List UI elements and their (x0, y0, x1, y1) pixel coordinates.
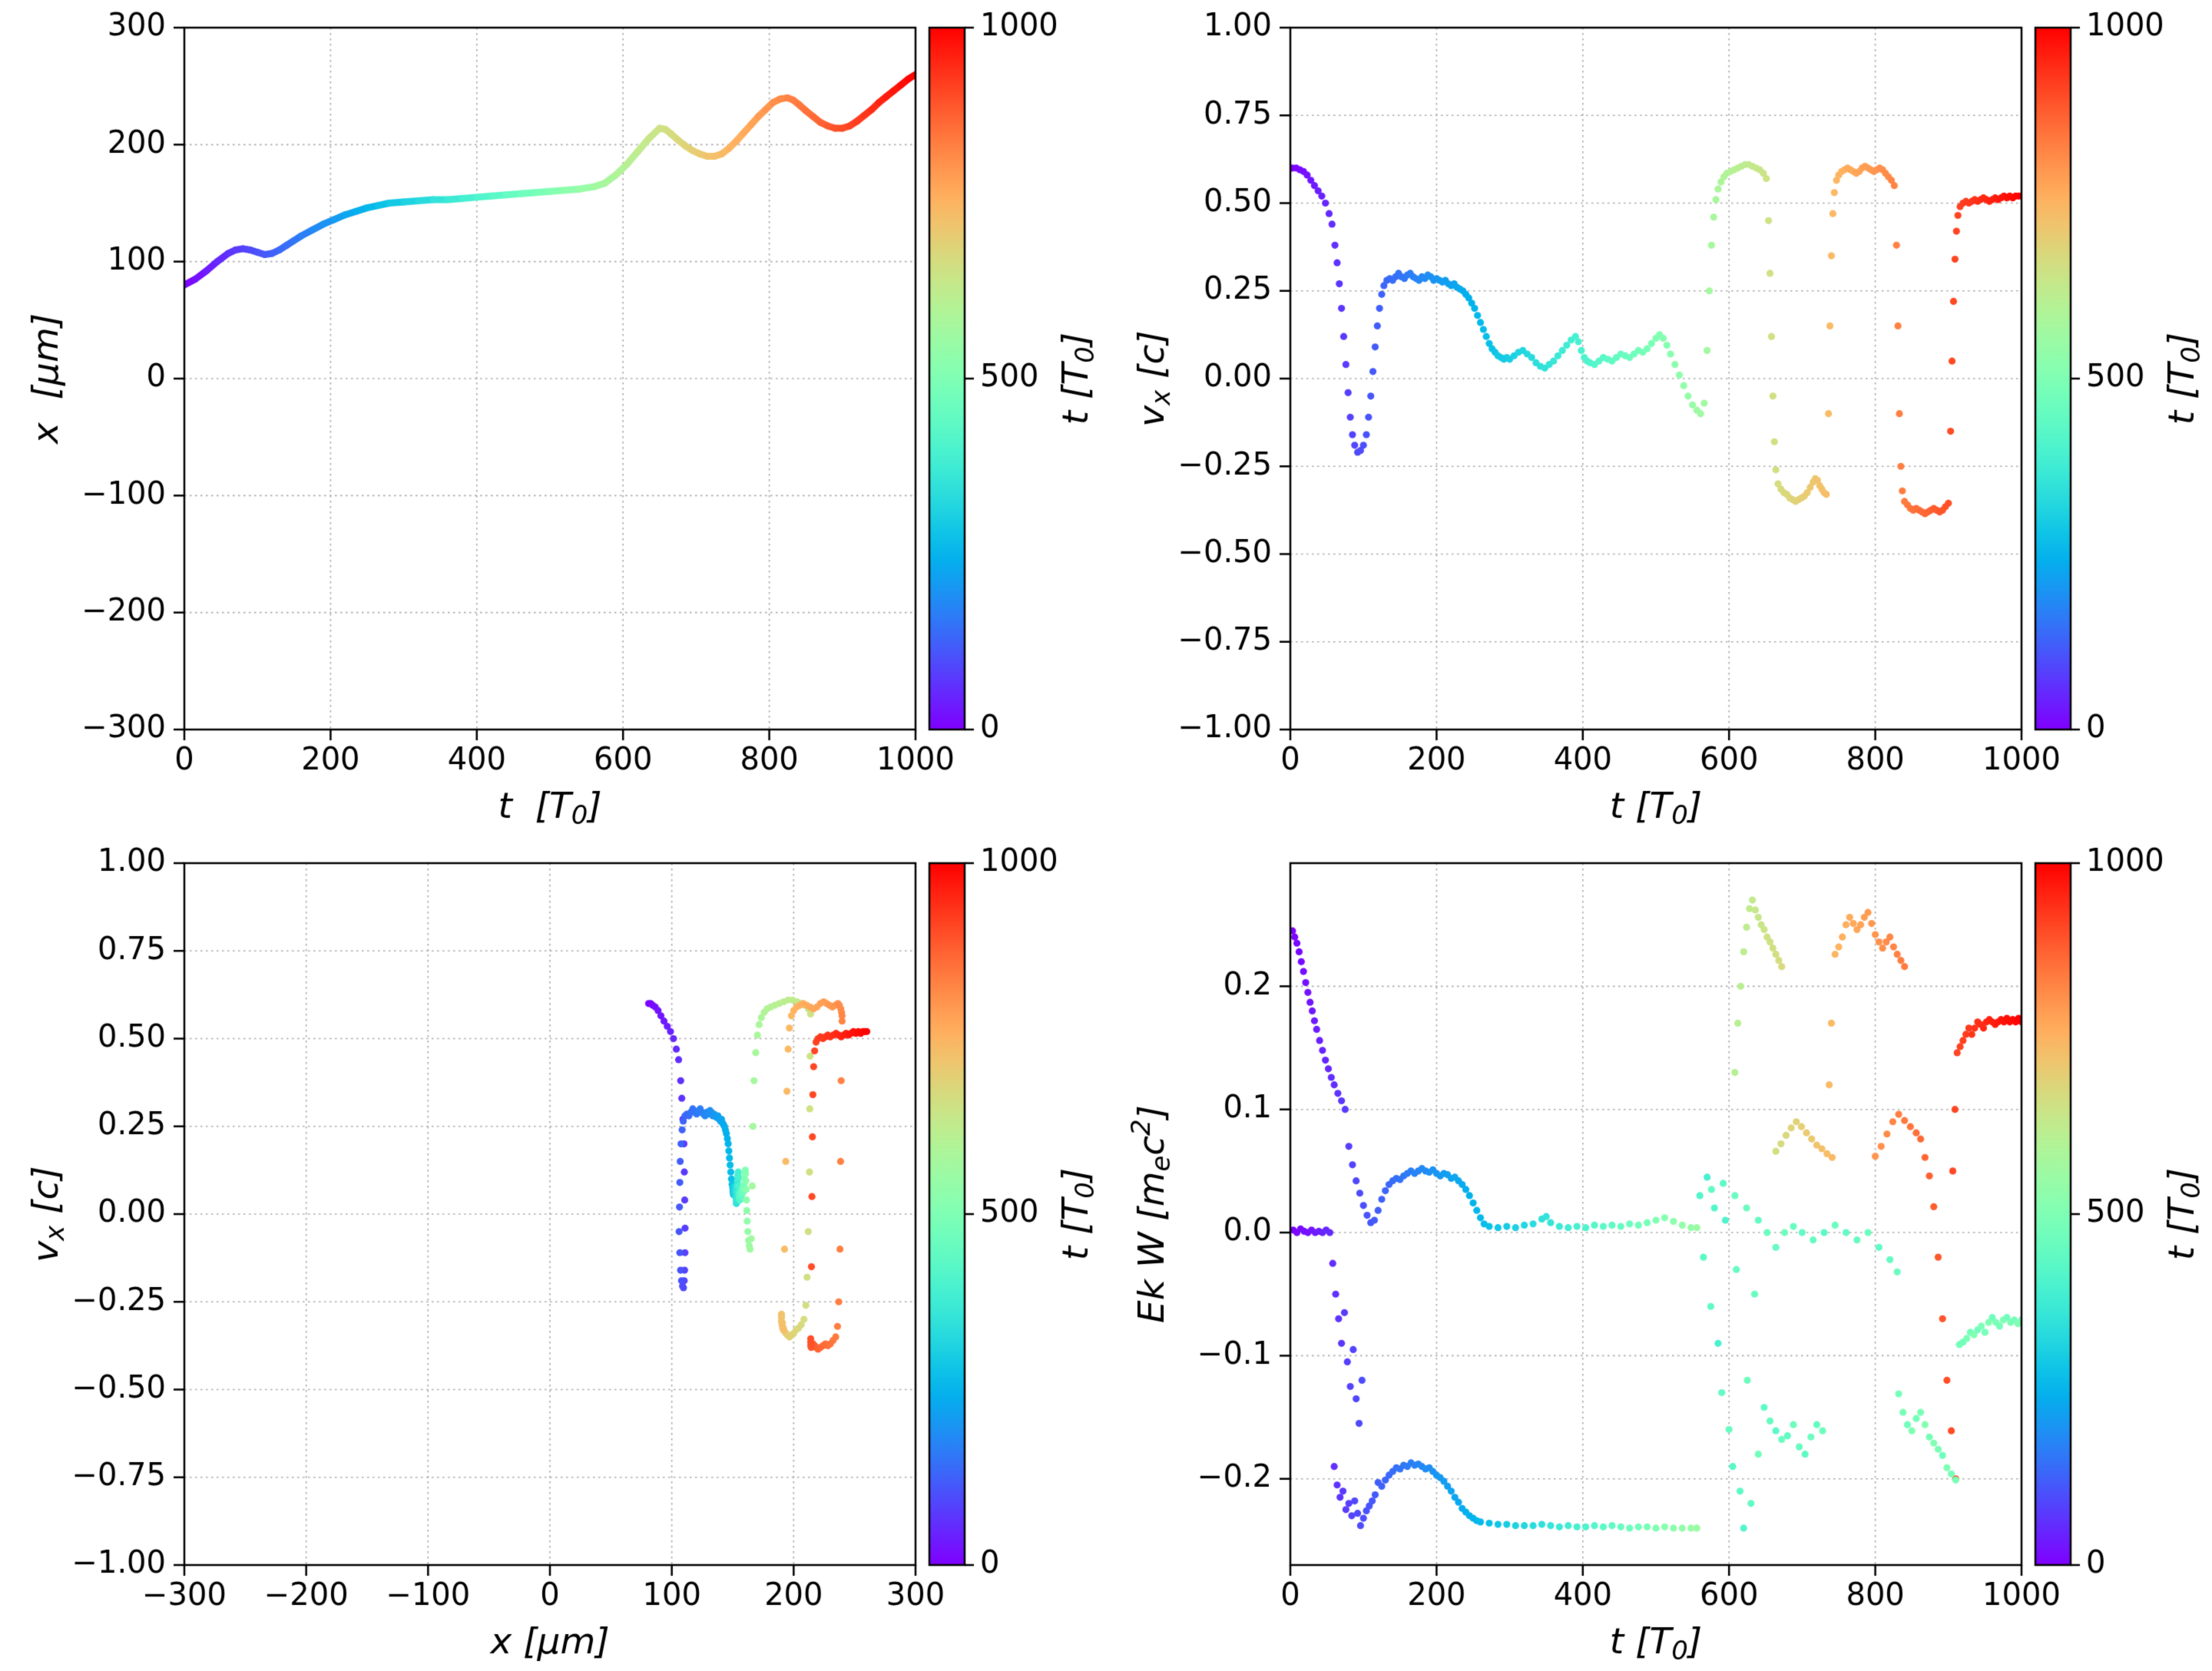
plot-x-vs-t (0, 0, 1106, 836)
plot-vx-vs-x (0, 836, 1106, 1671)
plot-ek-w-vs-t (1106, 836, 2212, 1671)
plot-vx-vs-t (1106, 0, 2212, 836)
